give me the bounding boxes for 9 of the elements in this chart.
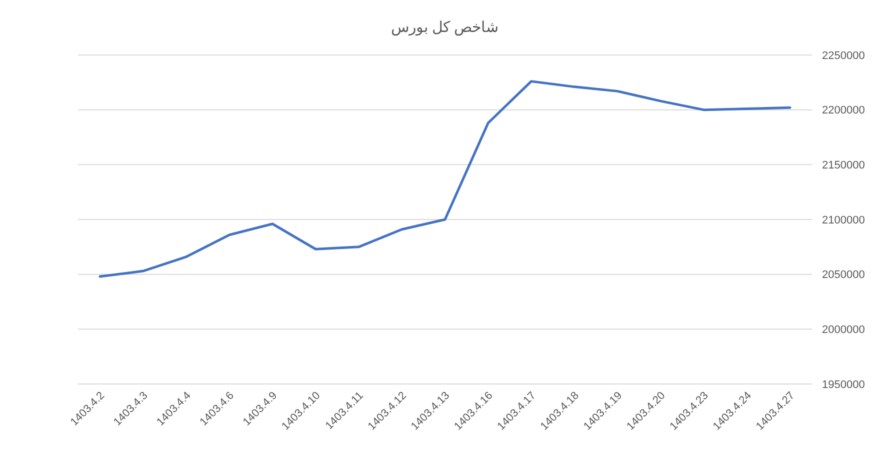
y-tick-label: 2150000 — [822, 160, 865, 172]
y-tick-label: 2200000 — [822, 104, 865, 117]
y-tick-label: 2050000 — [822, 269, 865, 282]
y-tick-label: 1950000 — [822, 378, 865, 391]
y-tick-label: 2100000 — [822, 214, 865, 226]
y-tick-label: 2250000 — [822, 50, 865, 62]
y-tick-label: 2000000 — [822, 324, 865, 336]
chart-title: شاخص کل بورس — [390, 19, 500, 36]
line-series — [98, 80, 792, 278]
